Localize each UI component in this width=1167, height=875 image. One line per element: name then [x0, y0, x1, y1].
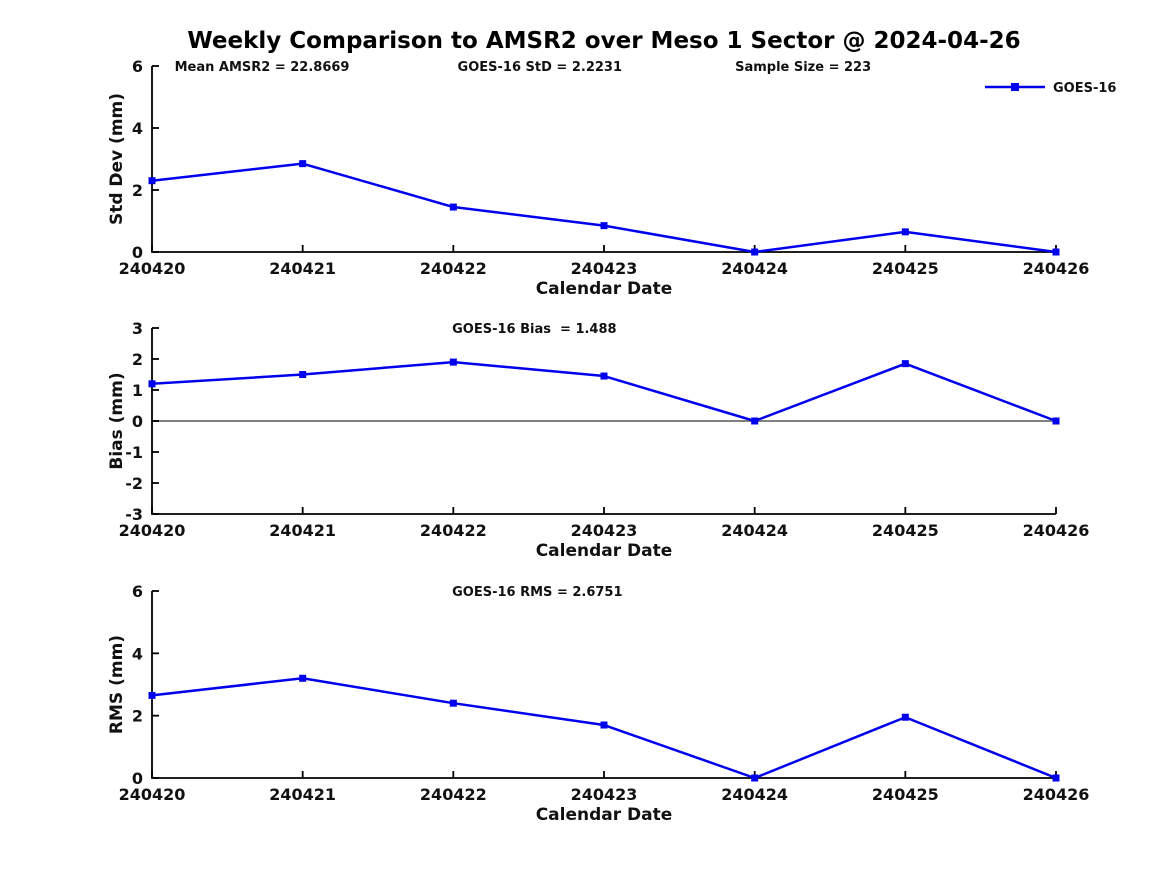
x-tick-label: 240420	[119, 785, 186, 804]
data-point-marker	[1052, 248, 1060, 256]
annotation-text: GOES-16 RMS = 2.6751	[452, 585, 622, 600]
x-tick-label: 240422	[420, 785, 487, 804]
data-point-marker	[449, 699, 457, 707]
legend-label: GOES-16	[1053, 81, 1116, 96]
x-tick-label: 240424	[721, 521, 788, 540]
y-tick-label: 3	[132, 319, 143, 338]
annotation-text: GOES-16 Bias = 1.488	[452, 322, 616, 337]
x-tick-label: 240420	[119, 259, 186, 278]
x-tick-label: 240426	[1023, 785, 1090, 804]
data-point-marker	[600, 721, 608, 729]
x-tick-label: 240420	[119, 521, 186, 540]
data-point-marker	[1052, 417, 1060, 425]
y-tick-label: 2	[132, 350, 143, 369]
data-point-marker	[751, 774, 759, 782]
y-tick-label: 0	[132, 412, 143, 431]
y-tick-label: 6	[132, 582, 143, 601]
x-tick-label: 240426	[1023, 259, 1090, 278]
data-point-marker	[1052, 774, 1060, 782]
x-tick-label: 240424	[721, 785, 788, 804]
chart-title: Weekly Comparison to AMSR2 over Meso 1 S…	[187, 28, 1021, 54]
data-point-marker	[751, 248, 759, 256]
data-point-marker	[148, 380, 156, 388]
x-tick-label: 240421	[269, 785, 336, 804]
x-axis-label: Calendar Date	[536, 279, 673, 299]
y-axis-label: Std Dev (mm)	[107, 93, 127, 225]
y-tick-label: 0	[132, 243, 143, 262]
subplot-rms: 0 2 4 6 240420 240421 240422 240423 240424 240425…	[107, 582, 1089, 825]
legend: GOES-16	[985, 81, 1116, 96]
series-line-goes-16	[151, 360, 1057, 423]
y-tick-label: 6	[132, 57, 143, 76]
y-tick-label: 2	[132, 181, 143, 200]
y-axis-label: Bias (mm)	[107, 372, 127, 469]
x-tick-label: 240426	[1023, 521, 1090, 540]
x-tick-label: 240422	[420, 521, 487, 540]
x-tick-label: 240423	[571, 785, 638, 804]
data-point-marker	[901, 713, 909, 721]
y-tick-label: -2	[125, 474, 143, 493]
y-tick-label: 4	[132, 119, 143, 138]
data-point-marker	[148, 691, 156, 699]
series-line-goes-16	[151, 162, 1057, 254]
x-axis-label: Calendar Date	[536, 805, 673, 825]
subplot-std-dev: 0 2 4 6 240420 240421 240422 240423 240424 240425…	[107, 57, 1116, 299]
data-point-marker	[600, 222, 608, 230]
data-point-marker	[751, 417, 759, 425]
data-point-marker	[148, 177, 156, 185]
data-point-marker	[299, 160, 307, 168]
annotation-text: GOES-16 StD = 2.2231	[458, 60, 622, 75]
annotation-text: Mean AMSR2 = 22.8669	[175, 60, 350, 75]
subplot-bias: -3 -2 -1 0 1 2 3 240420 240421 240422 240423 240424…	[107, 319, 1089, 561]
y-tick-label: 4	[132, 644, 143, 663]
y-tick-label: 1	[132, 381, 143, 400]
y-axis-label: RMS (mm)	[107, 635, 127, 734]
data-point-marker	[449, 203, 457, 211]
x-tick-label: 240425	[872, 785, 939, 804]
legend-marker	[1011, 83, 1019, 91]
data-point-marker	[299, 674, 307, 682]
axis-spines	[151, 591, 1056, 779]
data-point-marker	[901, 360, 909, 368]
y-tick-label: -1	[125, 443, 143, 462]
data-point-marker	[901, 228, 909, 236]
y-tick-label: 0	[132, 769, 143, 788]
x-tick-label: 240421	[269, 521, 336, 540]
x-tick-label: 240423	[571, 521, 638, 540]
data-point-marker	[299, 371, 307, 378]
data-point-marker	[600, 372, 608, 380]
x-tick-label: 240425	[872, 521, 939, 540]
x-axis-label: Calendar Date	[536, 541, 673, 561]
y-tick-label: -3	[125, 505, 143, 524]
x-tick-label: 240422	[420, 259, 487, 278]
annotation-text: Sample Size = 223	[735, 60, 871, 75]
data-point-marker	[449, 358, 457, 366]
x-tick-label: 240425	[872, 259, 939, 278]
x-tick-label: 240424	[721, 259, 788, 278]
x-tick-label: 240421	[269, 259, 336, 278]
x-tick-label: 240423	[571, 259, 638, 278]
y-tick-label: 2	[132, 707, 143, 726]
